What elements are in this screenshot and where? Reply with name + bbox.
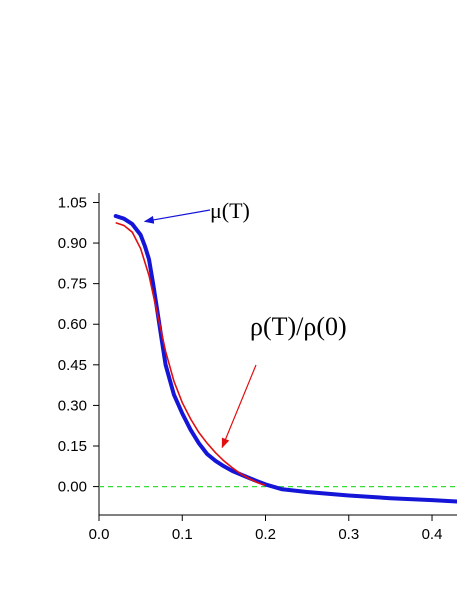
rho-fit-series	[115, 222, 266, 486]
plot-frame	[98, 193, 457, 516]
annotation-mu: μ(T)	[143, 198, 250, 224]
x-tick-label: 0.2	[255, 526, 276, 543]
rho-arrow	[221, 364, 257, 449]
y-tick-label: 0.75	[58, 276, 87, 293]
x-tick-label: 0.0	[89, 526, 110, 543]
y-tick-label: 0.90	[58, 235, 87, 252]
x-tick-label: 0.3	[338, 526, 359, 543]
y-tick-label: 0.45	[58, 357, 87, 374]
y-tick-label: 0.00	[58, 479, 87, 496]
rho-annotation-label: ρ(T)/ρ(0)	[250, 312, 347, 341]
mu-data-series	[113, 214, 457, 504]
x-axis-ticks: 0.0 0.1 0.2 0.3 0.4	[89, 515, 443, 543]
y-tick-label: 1.05	[58, 194, 87, 211]
y-tick-label: 0.60	[58, 316, 87, 333]
x-tick-label: 0.1	[172, 526, 193, 543]
annotation-rho: ρ(T)/ρ(0)	[221, 312, 347, 449]
y-tick-label: 0.15	[58, 438, 87, 455]
x-tick-label: 0.4	[422, 526, 443, 543]
mu-arrow	[143, 209, 211, 224]
y-tick-label: 0.30	[58, 397, 87, 414]
y-axis-ticks: 1.05 0.90 0.75 0.60 0.45 0.30 0.15 0.00	[58, 194, 99, 496]
mu-annotation-label: μ(T)	[210, 198, 250, 223]
